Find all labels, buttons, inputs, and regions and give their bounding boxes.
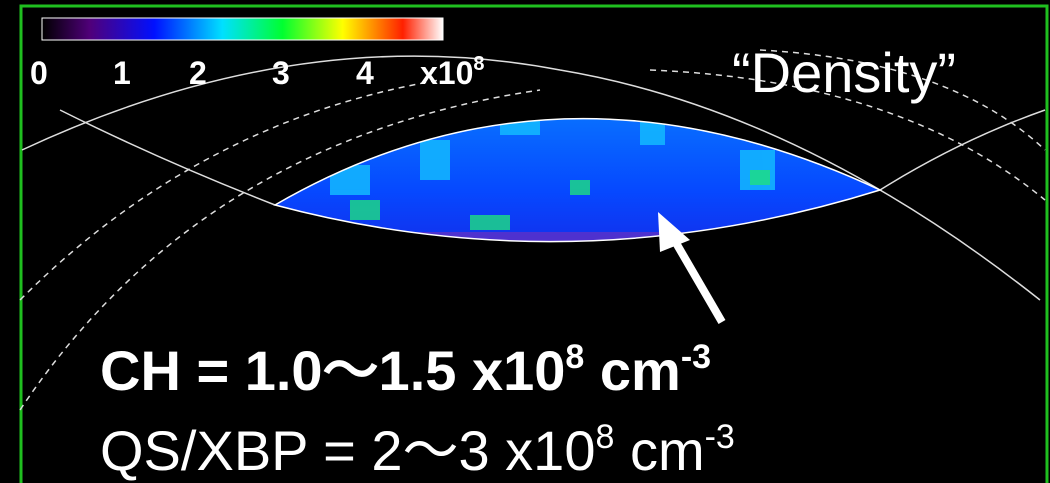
colorbar-tick: 1 [113,55,131,91]
map-label: “Density” [732,41,956,104]
annotation-exponent: 8 [595,418,614,456]
colorbar-tick: 2 [189,55,207,91]
colorbar-exponent: 8 [473,53,484,75]
colorbar-tick: 0 [30,55,48,91]
colorbar-multiplier: x10 [420,55,473,91]
annotation: CH = 1.0～1.5 x108 cm-3 [100,338,711,402]
annotation-unit: cm [584,339,681,402]
annotation-unit-exponent: -3 [681,338,711,376]
colorbar-tick: 4 [356,55,374,91]
annotation-unit: cm [614,419,704,482]
annotation-unit-exponent: -3 [705,418,735,456]
annotation: QS/XBP = 2～3 x108 cm-3 [100,418,735,482]
slide: 0 1 2 3 4 x108 “Density” CH = 1.0～1.5 x1… [0,0,1050,483]
colorbar-tick: 3 [272,55,290,91]
annotation-text: CH = 1.0～1.5 x10 [100,339,565,402]
annotation-text: QS/XBP = 2～3 x10 [100,419,595,482]
annotation-exponent: 8 [565,338,584,376]
colorbar [42,18,443,40]
